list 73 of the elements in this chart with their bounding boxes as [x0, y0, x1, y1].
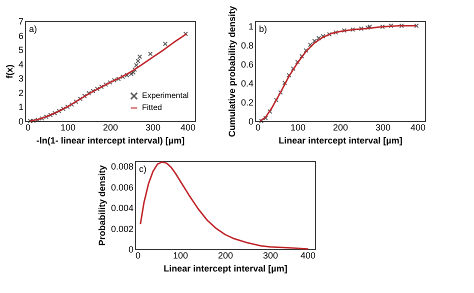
y-tick-label: 0.2	[240, 97, 254, 108]
point	[35, 117, 40, 122]
point	[350, 27, 356, 32]
y-axis-title: Probability density	[96, 165, 107, 246]
point	[380, 24, 385, 30]
x-tick-label: 200	[332, 122, 348, 132]
point	[333, 30, 338, 35]
x-axis-title: Linear intercept interval [µm]	[278, 136, 402, 146]
annotation: a)	[29, 24, 38, 34]
point	[304, 48, 308, 53]
x-axis-title: -ln(1- linear intercept interval) [µm]	[36, 136, 185, 146]
point	[137, 54, 142, 60]
line-series	[259, 25, 418, 122]
point	[148, 51, 153, 56]
x-tick-label: 0	[256, 122, 261, 132]
y-tick-label: 2	[18, 88, 24, 98]
point	[120, 74, 126, 80]
x-tick-label: 100	[172, 250, 188, 260]
point	[316, 36, 322, 41]
y-tick-label: 0.6	[240, 59, 254, 70]
point	[112, 78, 117, 83]
line-series	[140, 161, 309, 250]
x-tick-label: 100	[290, 122, 306, 132]
y-tick-label: 0.006	[110, 182, 134, 192]
point	[388, 23, 394, 28]
x-tick-label: 0	[136, 250, 141, 260]
y-tick-label: 1	[248, 21, 254, 32]
y-tick-label: 5	[18, 45, 24, 56]
y-tick-label: 7	[18, 16, 24, 26]
y-tick-label: 4	[18, 59, 24, 70]
x-tick-label: 400	[300, 250, 316, 260]
y-tick-label: 3	[18, 74, 24, 84]
x-tick-label: 400	[180, 122, 196, 132]
x-axis-title: Linear intercept interval [µm]	[164, 264, 288, 274]
point	[134, 62, 139, 68]
annotation: b)	[259, 24, 268, 34]
point	[52, 110, 58, 116]
point	[44, 114, 49, 120]
x-tick-label: 200	[218, 250, 234, 260]
y-tick-label: 6	[18, 30, 24, 41]
y-axis-title: f(x)	[4, 64, 14, 78]
point	[414, 23, 419, 28]
y-axis-title: Cumulative probability density	[226, 6, 237, 138]
point	[86, 90, 92, 96]
point	[327, 32, 332, 37]
x-tick-label: 200	[102, 122, 118, 132]
legend-label: Experimental	[142, 91, 189, 100]
y-tick-label: 0.8	[240, 40, 254, 50]
y-tick-label: 0.008	[110, 162, 134, 172]
x-tick-label: 100	[60, 122, 76, 132]
x-tick-label: 300	[145, 122, 161, 132]
y-tick-label: 0.4	[240, 78, 254, 88]
point	[263, 116, 268, 121]
y-tick-label: 1	[18, 102, 24, 112]
point	[128, 71, 134, 76]
x-tick-label: 300	[262, 250, 278, 260]
x-tick-label: 400	[410, 122, 426, 132]
y-tick-label: 0.002	[110, 224, 134, 234]
line-series	[29, 33, 188, 122]
point	[278, 90, 283, 95]
annotation: c)	[139, 164, 146, 174]
point	[342, 28, 347, 33]
point	[28, 118, 32, 124]
point	[131, 70, 136, 75]
x-tick-label: 0	[26, 122, 31, 132]
point	[136, 58, 140, 64]
legend-label: Fitted	[142, 103, 162, 112]
x-tick-label: 300	[375, 122, 391, 132]
y-tick-label: 0.004	[110, 203, 134, 214]
point	[295, 60, 300, 64]
point	[162, 41, 168, 46]
point	[308, 42, 313, 48]
point	[259, 118, 264, 124]
